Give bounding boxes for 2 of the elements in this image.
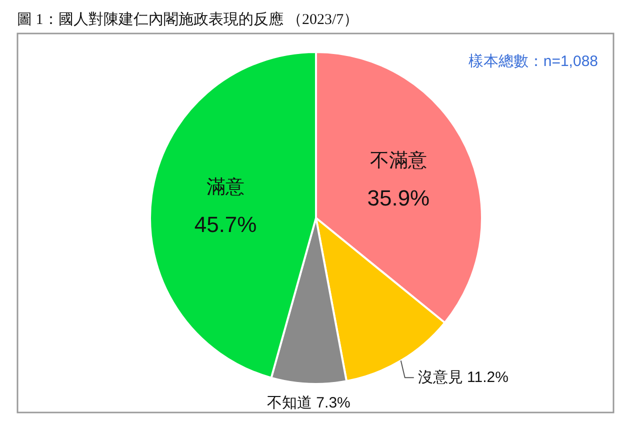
title: 圖 1：國人對陳建仁內閣施政表現的反應 （2023/7）: [17, 12, 359, 28]
annotation: 樣本總數：n=1,088: [468, 53, 598, 70]
